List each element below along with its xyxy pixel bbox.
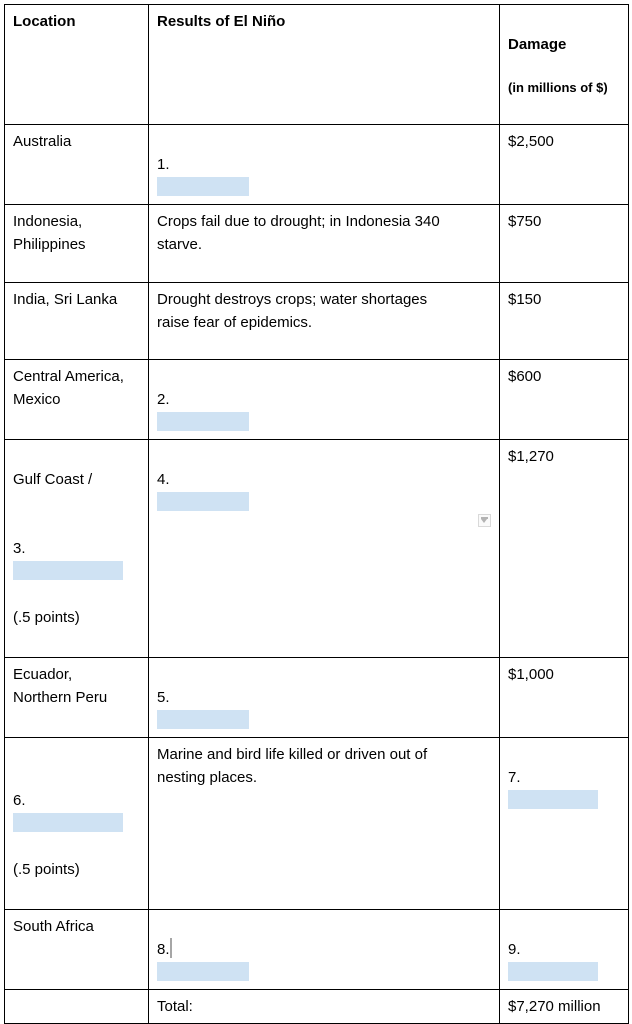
table-row: 6. (.5 points) Marine and bird life kill… (4, 737, 629, 910)
points-note: (.5 points) (13, 861, 80, 878)
damage-cell: 7. (499, 737, 629, 910)
blank-label-4: 4. (157, 471, 170, 488)
location-line: Gulf Coast / (13, 471, 93, 488)
blank-label-1: 1. (157, 156, 170, 173)
location-cell: 6. (.5 points) (4, 737, 149, 910)
location-cell: South Africa (4, 909, 149, 990)
header-location: Location (4, 4, 149, 125)
table-row: South Africa 8. 9. (4, 909, 629, 990)
answer-blank-1[interactable] (157, 177, 249, 196)
blank-label-2: 2. (157, 391, 170, 408)
answer-blank-8[interactable] (157, 962, 249, 981)
header-damage-title: Damage (508, 36, 567, 53)
result-cell: 5. (148, 657, 500, 738)
location-cell: Indonesia, Philippines (4, 204, 149, 283)
result-cell: 1. (148, 124, 500, 205)
result-cell: Drought destroys crops; water shortages … (148, 282, 500, 360)
header-damage: Damage (in millions of $) (499, 4, 629, 125)
total-row: Total: $7,270 million (4, 989, 629, 1024)
table-row: Indonesia, Philippines Crops fail due to… (4, 204, 629, 283)
answer-blank-6[interactable] (13, 813, 123, 832)
answer-blank-5[interactable] (157, 710, 249, 729)
header-row: Location Results of El Niño Damage (in m… (4, 4, 629, 125)
result-cell: 8. (148, 909, 500, 990)
answer-blank-3[interactable] (13, 561, 123, 580)
blank-label-3: 3. (13, 540, 26, 557)
dropdown-arrow-icon (481, 517, 488, 519)
table-row: Central America, Mexico 2. $600 (4, 359, 629, 440)
location-cell-empty (4, 989, 149, 1024)
header-damage-subtitle: (in millions of $) (508, 80, 608, 95)
chevron-down-icon (481, 519, 487, 523)
blank-label-6: 6. (13, 792, 26, 809)
location-cell: India, Sri Lanka (4, 282, 149, 360)
damage-cell: $150 (499, 282, 629, 360)
result-cell: Crops fail due to drought; in Indonesia … (148, 204, 500, 283)
table-row: Ecuador, Northern Peru 5. $1,000 (4, 657, 629, 738)
result-cell: 2. (148, 359, 500, 440)
total-damage-cell: $7,270 million (499, 989, 629, 1024)
result-cell: Marine and bird life killed or driven ou… (148, 737, 500, 910)
answer-blank-7[interactable] (508, 790, 598, 809)
blank-label-8: 8. (157, 941, 170, 958)
total-label-cell: Total: (148, 989, 500, 1024)
table-row: India, Sri Lanka Drought destroys crops;… (4, 282, 629, 360)
answer-blank-9[interactable] (508, 962, 598, 981)
damage-cell: $600 (499, 359, 629, 440)
location-cell: Gulf Coast / 3. (.5 points) (4, 439, 149, 658)
answer-blank-4[interactable] (157, 492, 249, 511)
location-blank-line: 6. (13, 766, 140, 835)
damage-cell: $1,000 (499, 657, 629, 738)
location-cell: Australia (4, 124, 149, 205)
damage-cell: $2,500 (499, 124, 629, 205)
table-row: Gulf Coast / 3. (.5 points) 4. $1,270 (4, 439, 629, 658)
points-note: (.5 points) (13, 609, 80, 626)
blank-label-9: 9. (508, 941, 521, 958)
answer-blank-2[interactable] (157, 412, 249, 431)
blank-label-7: 7. (508, 769, 521, 786)
table-row: Australia 1. $2,500 (4, 124, 629, 205)
blank-label-5: 5. (157, 689, 170, 706)
el-nino-table: Location Results of El Niño Damage (in m… (4, 4, 629, 1024)
location-cell: Central America, Mexico (4, 359, 149, 440)
result-cell: 4. (148, 439, 500, 658)
text-cursor (169, 938, 172, 958)
dropdown-arrow-button[interactable] (478, 514, 491, 527)
location-blank-line: 3. (13, 514, 140, 583)
location-cell: Ecuador, Northern Peru (4, 657, 149, 738)
header-results: Results of El Niño (148, 4, 500, 125)
damage-cell: $1,270 (499, 439, 629, 658)
worksheet-container: Location Results of El Niño Damage (in m… (4, 4, 629, 1024)
damage-cell: $750 (499, 204, 629, 283)
damage-cell: 9. (499, 909, 629, 990)
